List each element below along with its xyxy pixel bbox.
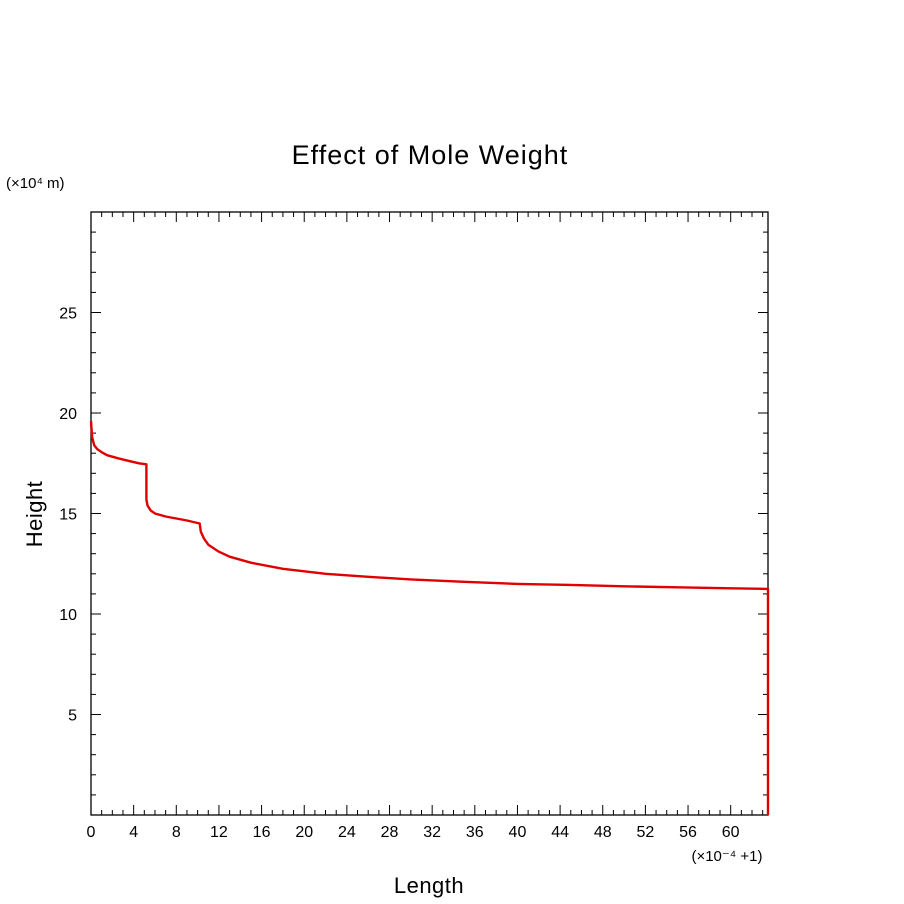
y-tick-label: 10 (59, 607, 77, 624)
y-tick-label: 5 (68, 708, 77, 725)
x-tick-label: 8 (172, 824, 181, 841)
y-tick-labels: 5 10 15 20 25 (59, 306, 77, 725)
x-tick-label: 56 (679, 824, 697, 841)
y-scale-note: (×10⁴ m) (6, 175, 65, 192)
x-tick-label: 0 (87, 824, 96, 841)
chart-title: Effect of Mole Weight (292, 140, 569, 170)
y-tick-label: 25 (59, 306, 77, 323)
x-scale-note: (×10⁻⁴ +1) (691, 848, 762, 865)
x-tick-label: 4 (129, 824, 138, 841)
x-tick-label: 32 (423, 824, 441, 841)
x-tick-label: 44 (551, 824, 569, 841)
series-line (89, 420, 770, 815)
x-tick-label: 24 (338, 824, 356, 841)
x-tick-label: 48 (594, 824, 612, 841)
x-tick-label: 12 (210, 824, 228, 841)
series-group (89, 420, 770, 815)
plot-frame (90, 211, 769, 816)
x-tick-label: 40 (509, 824, 527, 841)
x-tick-label: 20 (295, 824, 313, 841)
x-tick-labels: 0 4 8 12 16 20 24 28 32 36 40 44 48 52 56 60 (87, 824, 740, 841)
x-tick-label: 36 (466, 824, 484, 841)
y-tick-label: 15 (59, 507, 77, 524)
y-tick-label: 20 (59, 406, 77, 423)
axis-ticks (90, 212, 768, 815)
x-tick-label: 60 (722, 824, 740, 841)
y-axis-title: Height (22, 481, 47, 548)
x-axis-title: Length (394, 873, 464, 898)
x-tick-label: 28 (381, 824, 399, 841)
x-tick-label: 16 (253, 824, 271, 841)
x-tick-label: 52 (636, 824, 654, 841)
